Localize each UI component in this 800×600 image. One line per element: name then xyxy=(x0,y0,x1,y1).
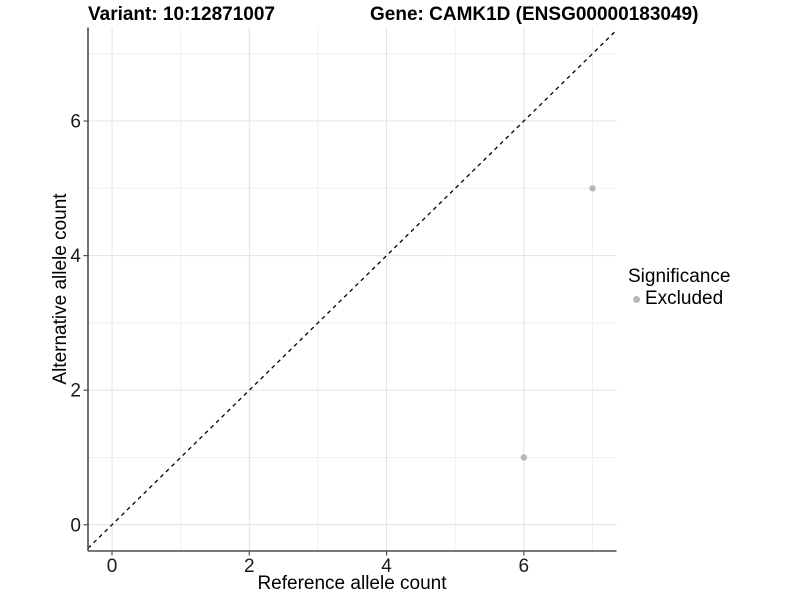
x-axis-label: Reference allele count xyxy=(257,573,447,594)
legend-item-label: Excluded xyxy=(645,288,724,309)
x-tick-label: 6 xyxy=(519,556,530,577)
legend-title: Significance xyxy=(628,266,731,287)
x-tick-label: 4 xyxy=(381,556,392,577)
plot-title-gene: Gene: CAMK1D (ENSG00000183049) xyxy=(370,4,699,25)
data-point xyxy=(520,454,528,461)
legend-item-excluded: Excluded xyxy=(628,288,730,310)
legend: Significance Excluded xyxy=(628,266,730,310)
data-point xyxy=(589,185,596,192)
y-tick-label: 2 xyxy=(70,381,81,402)
data-points xyxy=(520,185,596,461)
x-tick-label: 0 xyxy=(107,556,118,577)
identity-line xyxy=(87,29,617,549)
gridlines-minor xyxy=(88,27,617,551)
y-tick-label: 4 xyxy=(70,246,81,267)
x-tick-label: 2 xyxy=(244,556,255,577)
y-axis-label: Alternative allele count xyxy=(50,193,71,385)
axes: 0 2 4 6 0 2 4 6 xyxy=(70,27,617,577)
gridlines-major xyxy=(88,27,617,551)
plot-title-variant: Variant: 10:12871007 xyxy=(88,4,275,25)
y-tick-label: 6 xyxy=(70,112,81,133)
legend-key-dot xyxy=(633,295,640,303)
identity-dashed-line xyxy=(87,29,617,549)
y-tick-label: 0 xyxy=(70,515,81,536)
